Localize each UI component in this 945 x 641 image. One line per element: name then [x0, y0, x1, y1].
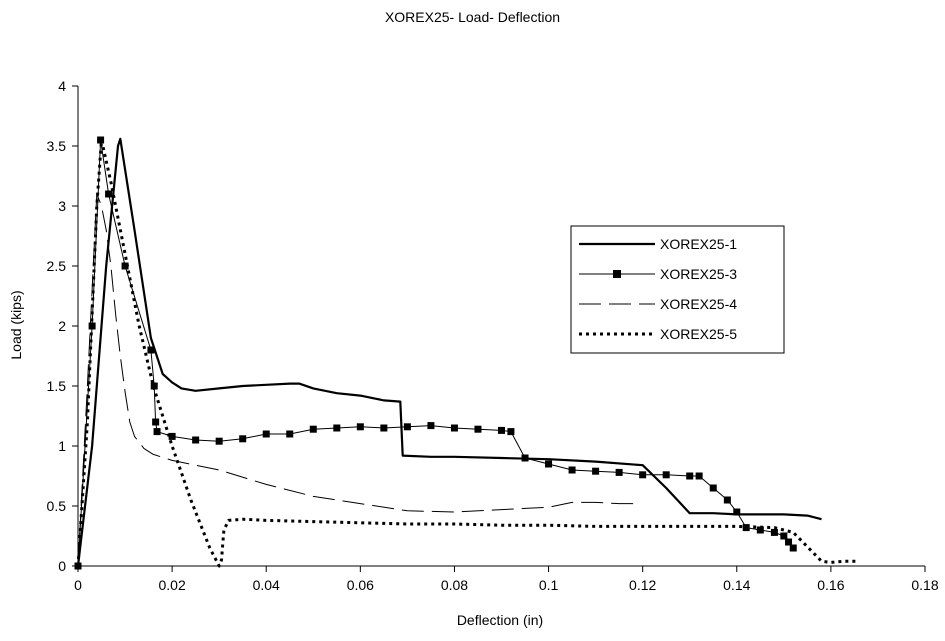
- x-tick-label: 0.08: [441, 577, 468, 593]
- series-marker: [733, 508, 741, 516]
- series-marker: [150, 382, 158, 390]
- series-marker: [147, 346, 155, 354]
- axes: 0 0.02 0.04 0.06 0.08 0.1 0.12 0.14 0.16 0.18 0 0.5…: [47, 78, 939, 593]
- x-tick-label: 0.18: [911, 577, 938, 593]
- series-marker: [639, 471, 647, 479]
- series-marker: [474, 425, 482, 433]
- series-marker: [507, 428, 515, 436]
- y-tick-label: 2.5: [47, 258, 67, 274]
- x-axis-label: Deflection (in): [456, 612, 544, 628]
- series-marker: [152, 418, 160, 426]
- chart-title: XOREX25- Load- Deflection: [384, 9, 561, 25]
- series-marker: [192, 436, 200, 444]
- series-marker: [568, 466, 576, 474]
- x-tick-label: 0.06: [347, 577, 374, 593]
- series-marker: [615, 468, 623, 476]
- series-marker: [592, 467, 600, 475]
- series-line-4: [76, 138, 860, 568]
- x-tick-label: 0.16: [817, 577, 844, 593]
- series-marker: [239, 435, 247, 443]
- y-tick-label: 3.5: [47, 138, 67, 154]
- series-marker: [121, 262, 129, 270]
- y-tick-label: 3: [58, 198, 66, 214]
- series-marker: [262, 430, 270, 438]
- series-marker: [286, 430, 294, 438]
- series-marker: [105, 190, 113, 198]
- legend-label: XOREX25-4: [660, 296, 737, 312]
- series-marker: [686, 472, 694, 480]
- series-marker: [723, 496, 731, 504]
- y-tick-label: 4: [58, 78, 66, 94]
- legend-label: XOREX25-1: [660, 236, 737, 252]
- series-marker: [356, 423, 364, 431]
- series-line-1: [76, 137, 822, 567]
- y-tick-label: 2: [58, 318, 66, 334]
- series-marker: [709, 484, 717, 492]
- series-marker: [403, 423, 411, 431]
- series-marker: [695, 472, 703, 480]
- x-tick-label: 0.12: [629, 577, 656, 593]
- series-marker: [545, 460, 553, 468]
- series-marker: [380, 424, 388, 432]
- legend-label: XOREX25-3: [660, 266, 737, 282]
- x-tick-label: 0: [74, 577, 82, 593]
- series-marker: [215, 437, 223, 445]
- y-tick-label: 0.5: [47, 498, 67, 514]
- series-marker: [309, 425, 317, 433]
- series-marker: [789, 544, 797, 552]
- x-tick-label: 0.04: [253, 577, 280, 593]
- series-marker: [153, 428, 161, 436]
- series-marker: [450, 424, 458, 432]
- legend-marker: [613, 270, 621, 278]
- series-marker: [97, 136, 105, 144]
- legend-box: [570, 225, 785, 354]
- y-tick-label: 1: [58, 438, 66, 454]
- series-marker: [333, 424, 341, 432]
- series-marker: [780, 532, 788, 540]
- series-line-3: [77, 193, 636, 567]
- y-tick-label: 0: [58, 558, 66, 574]
- series-lines: [74, 136, 860, 570]
- series-marker: [662, 471, 670, 479]
- series-marker: [770, 528, 778, 536]
- legend-label: XOREX25-5: [660, 326, 737, 342]
- x-tick-label: 0.02: [158, 577, 185, 593]
- series-marker: [756, 526, 764, 534]
- x-tick-label: 0.1: [539, 577, 559, 593]
- series-marker: [785, 538, 793, 546]
- y-tick-label: 1.5: [47, 378, 67, 394]
- series-marker: [498, 426, 505, 434]
- y-axis-label: Load (kips): [8, 290, 24, 360]
- series-marker: [427, 422, 435, 430]
- series-marker: [168, 432, 176, 440]
- x-tick-label: 0.14: [723, 577, 750, 593]
- legend: XOREX25-1 XOREX25-3 XOREX25-4 XOREX25-5: [570, 225, 785, 354]
- series-marker: [521, 454, 529, 462]
